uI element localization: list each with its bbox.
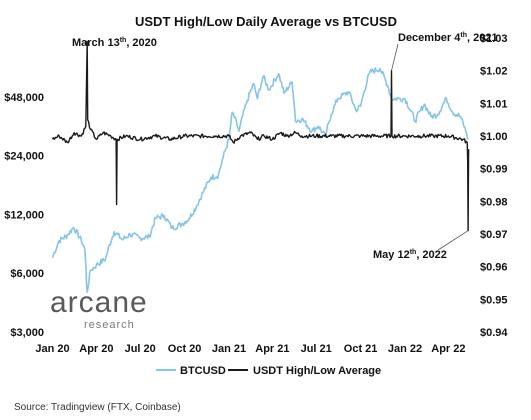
y-left-tick-label: $48,000 <box>4 92 44 104</box>
y-left-tick-label: $24,000 <box>4 151 44 163</box>
x-tick-label: Jan 22 <box>388 343 422 355</box>
x-tick-label: Jan 20 <box>35 343 69 355</box>
x-tick-label: Jan 21 <box>212 343 246 355</box>
y-left-tick-label: $3,000 <box>10 327 44 339</box>
x-tick-label: Jul 20 <box>125 343 156 355</box>
y-right-tick-label: $0.96 <box>480 262 508 274</box>
annotation-leader <box>437 230 469 251</box>
chart-legend: BTCUSD USDT High/Low Average <box>156 365 381 377</box>
x-tick-label: Oct 21 <box>344 343 378 355</box>
source-note: Source: Tradingview (FTX, Coinbase) <box>14 402 181 413</box>
y-right-tick-label: $0.98 <box>480 196 508 208</box>
y-right-tick-label: $1.02 <box>480 66 508 78</box>
series-line-btcusd <box>51 67 469 293</box>
series-line-usdt-high-low-average <box>51 40 470 232</box>
y-right-tick-label: $1.01 <box>480 98 508 110</box>
x-tick-label: Apr 21 <box>255 343 289 355</box>
x-tick-label: Apr 20 <box>79 343 113 355</box>
annotation-label: March 13th, 2020 <box>72 37 157 49</box>
y-left-tick-label: $12,000 <box>4 209 44 221</box>
y-right-tick-label: $1.03 <box>480 33 508 45</box>
annotation-label: December 4th, 2021 <box>398 32 498 44</box>
y-right-tick-label: $0.99 <box>480 164 508 176</box>
legend-label-usdt: USDT High/Low Average <box>253 365 381 377</box>
y-right-tick-label: $0.95 <box>480 294 508 306</box>
arcane-research-logo: arcane research <box>50 286 148 331</box>
y-right-tick-label: $0.94 <box>480 327 508 339</box>
annotation-leader <box>391 43 399 71</box>
y-right-tick-label: $1.00 <box>480 131 508 143</box>
x-tick-label: Oct 20 <box>168 343 202 355</box>
y-right-tick-label: $0.97 <box>480 229 508 241</box>
annotation-label: May 12th, 2022 <box>373 249 447 261</box>
legend-label-btcusd: BTCUSD <box>180 365 226 377</box>
y-left-tick-label: $6,000 <box>10 268 44 280</box>
brand-sub: research <box>84 319 135 331</box>
x-tick-label: Jul 21 <box>301 343 332 355</box>
brand-name: arcane <box>50 286 148 319</box>
chart-title: USDT High/Low Daily Average vs BTCUSD <box>135 14 397 29</box>
x-tick-label: Apr 22 <box>431 343 465 355</box>
